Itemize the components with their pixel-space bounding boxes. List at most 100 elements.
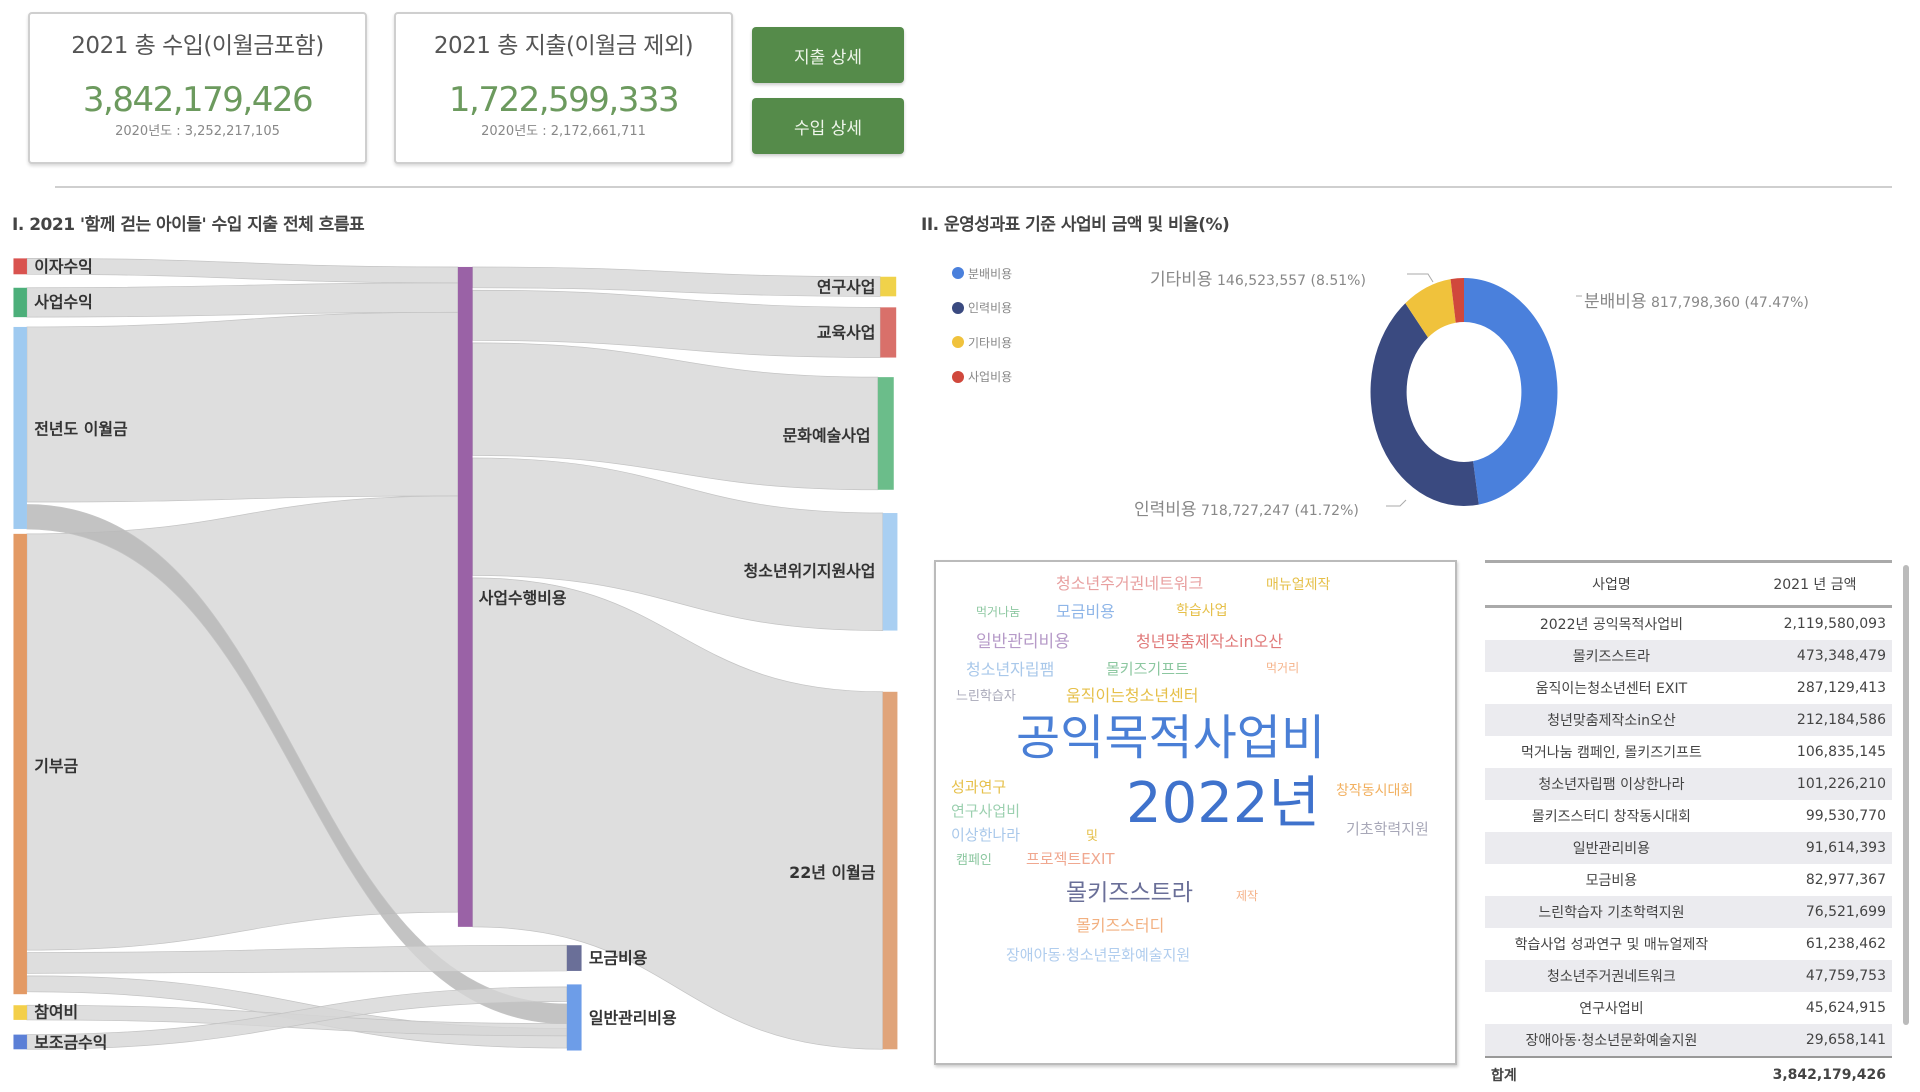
label: 청소년위기지원사업 <box>744 562 876 581</box>
project-amount: 61,238,462 <box>1805 936 1886 952</box>
legend-label: 기타비용 <box>968 335 1013 350</box>
donut-label-other: 기타비용 146,523,557 (8.51%) <box>1150 270 1366 290</box>
table-row[interactable]: 움직이는청소년센터 EXIT 287,129,413 <box>1485 672 1892 704</box>
column-header-name[interactable]: 사업명 <box>1485 560 1738 608</box>
expense-detail-button[interactable]: 지출 상세 <box>752 27 904 83</box>
project-amount: 287,129,413 <box>1796 680 1886 696</box>
label: 일반관리비용 <box>589 1009 677 1028</box>
word-cloud: 청소년주거권네트워크 매뉴얼제작 먹거나눔 모금비용 학습사업 일반관리비용 청년맞춤제작소… <box>934 560 1457 1065</box>
word-cloud-word: 기초학력지원 <box>1346 820 1429 838</box>
project-amount: 45,624,915 <box>1805 1000 1886 1016</box>
project-amount: 91,614,393 <box>1737 832 1892 864</box>
project-amount: 82,977,367 <box>1805 872 1886 888</box>
node-interest-income[interactable] <box>13 258 27 275</box>
sankey-link[interactable] <box>26 311 459 503</box>
legend-label: 인력비용 <box>968 301 1013 316</box>
node-carryover-prev[interactable] <box>13 326 27 529</box>
total-label: 합계 <box>1485 1056 1738 1092</box>
table-row[interactable]: 일반관리비용 91,614,393 <box>1485 832 1892 864</box>
node-fundraising-cost[interactable] <box>566 945 582 971</box>
table-row[interactable]: 연구사업비 45,624,915 <box>1485 992 1892 1024</box>
leader-line <box>1407 273 1434 283</box>
table-row[interactable]: 장애아동·청소년문화예술지원 29,658,141 <box>1485 1024 1892 1057</box>
income-detail-button[interactable]: 수입 상세 <box>752 98 904 154</box>
project-name: 학습사업 성과연구 및 매뉴얼제작 <box>1514 937 1709 953</box>
project-name: 연구사업비 <box>1579 1001 1644 1017</box>
legend-dot-icon <box>952 301 964 314</box>
project-amount: 76,521,699 <box>1737 896 1892 928</box>
sankey-link[interactable] <box>26 944 568 974</box>
table-row[interactable]: 몰키즈스터디 창작동시대회 99,530,770 <box>1485 800 1892 832</box>
leader-line <box>1386 499 1407 507</box>
card-title: 2021 총 지출(이월금 제외) <box>433 33 694 59</box>
table-row[interactable]: 몰키즈스트라 473,348,479 <box>1485 640 1892 672</box>
project-name: 2022년 공익목적사업비 <box>1539 617 1683 633</box>
legend-dot-icon <box>952 267 964 280</box>
total-expense-card: 2021 총 지출(이월금 제외) 1,722,599,333 2020년도 :… <box>394 12 733 164</box>
section-title-expense-ratio: II. 운영성과표 기준 사업비 금액 및 비율(%) <box>921 215 1230 235</box>
word-cloud-word: 일반관리비용 <box>976 632 1070 652</box>
table-row[interactable]: 모금비용 82,977,367 <box>1485 864 1892 896</box>
project-name: 움직이는청소년센터 EXIT <box>1535 681 1688 697</box>
total-income-card: 2021 총 수입(이월금포함) 3,842,179,426 2020년도 : … <box>28 12 367 164</box>
label: 전년도 이월금 <box>34 420 128 439</box>
node-subsidy-income[interactable] <box>13 1034 27 1050</box>
donut-slice-2[interactable] <box>1370 303 1479 506</box>
legend-label: 분배비용 <box>968 266 1013 281</box>
legend-item[interactable]: 기타비용 <box>952 325 1012 360</box>
word-cloud-word: 성과연구 <box>951 778 1007 796</box>
label: 사업수익 <box>34 292 93 311</box>
node-business-expense[interactable] <box>457 266 473 927</box>
project-name: 청소년자립팸 이상한나라 <box>1485 768 1738 800</box>
table-row[interactable]: 청소년주거권네트워크 47,759,753 <box>1485 960 1892 992</box>
label: 모금비용 <box>589 949 648 968</box>
word-cloud-word: 먹거나눔 <box>976 605 1021 619</box>
node-carryover-22[interactable] <box>882 691 898 1050</box>
label: 기부금 <box>34 756 78 775</box>
node-donation[interactable] <box>13 533 27 995</box>
node-youth-crisis[interactable] <box>882 513 898 631</box>
table-row[interactable]: 청년맞춤제작소in오산 212,184,586 <box>1485 704 1892 736</box>
project-name: 몰키즈스터디 창작동시대회 <box>1531 809 1691 825</box>
column-header-amount[interactable]: 2021 년 금액 <box>1737 560 1892 608</box>
word-cloud-word: 몰키즈스트라 <box>1066 880 1193 906</box>
word-cloud-word: 청소년자립팸 <box>966 660 1055 679</box>
project-amount: 29,658,141 <box>1737 1024 1892 1057</box>
legend-item[interactable]: 분배비용 <box>952 256 1012 291</box>
label: 사업수행비용 <box>479 589 567 608</box>
card-title: 2021 총 수입(이월금포함) <box>71 33 324 59</box>
project-name: 모금비용 <box>1585 873 1638 889</box>
word-cloud-word: 청소년주거권네트워크 <box>1056 574 1204 593</box>
word-cloud-word: 느린학습자 <box>956 689 1016 704</box>
donut-slice-1[interactable] <box>1464 278 1558 505</box>
word-cloud-word: 몰키즈기프트 <box>1106 660 1189 678</box>
project-name: 몰키즈스트라 <box>1485 640 1738 672</box>
donut-slice-3[interactable] <box>1405 279 1456 338</box>
label: 이자수익 <box>34 257 93 276</box>
table-row[interactable]: 학습사업 성과연구 및 매뉴얼제작 61,238,462 <box>1485 928 1892 960</box>
sankey-link[interactable] <box>472 577 884 1050</box>
table-row[interactable]: 청소년자립팸 이상한나라 101,226,210 <box>1485 768 1892 800</box>
word-cloud-word: 2022년 <box>1126 771 1321 836</box>
word-cloud-word: 장애아동·청소년문화예술지원 <box>1006 946 1191 964</box>
project-amount: 106,835,145 <box>1796 744 1886 760</box>
node-participation-fee[interactable] <box>13 1005 27 1020</box>
node-education[interactable] <box>880 307 897 358</box>
label: 문화예술사업 <box>783 426 871 445</box>
legend-item[interactable]: 사업비용 <box>952 360 1012 395</box>
node-general-admin-cost[interactable] <box>566 984 582 1051</box>
word-cloud-word: 모금비용 <box>1056 602 1115 621</box>
table-row[interactable]: 2022년 공익목적사업비 2,119,580,093 <box>1485 607 1892 641</box>
project-name: 느린학습자 기초학력지원 <box>1485 896 1738 928</box>
legend-item[interactable]: 인력비용 <box>952 291 1012 326</box>
table-scrollbar[interactable] <box>1903 565 1909 1025</box>
project-name: 청소년주거권네트워크 <box>1485 960 1738 992</box>
donut-slice-4[interactable] <box>1450 278 1464 323</box>
card-previous-year: 2020년도 : 3,252,217,105 <box>115 124 280 139</box>
table-row[interactable]: 느린학습자 기초학력지원 76,521,699 <box>1485 896 1892 928</box>
sankey-link[interactable] <box>26 495 459 951</box>
node-culture-arts[interactable] <box>877 377 894 490</box>
table-row[interactable]: 먹거나눔 캠페인, 몰키즈기프트 106,835,145 <box>1485 736 1892 768</box>
node-research[interactable] <box>880 276 897 297</box>
node-business-income[interactable] <box>13 287 27 318</box>
